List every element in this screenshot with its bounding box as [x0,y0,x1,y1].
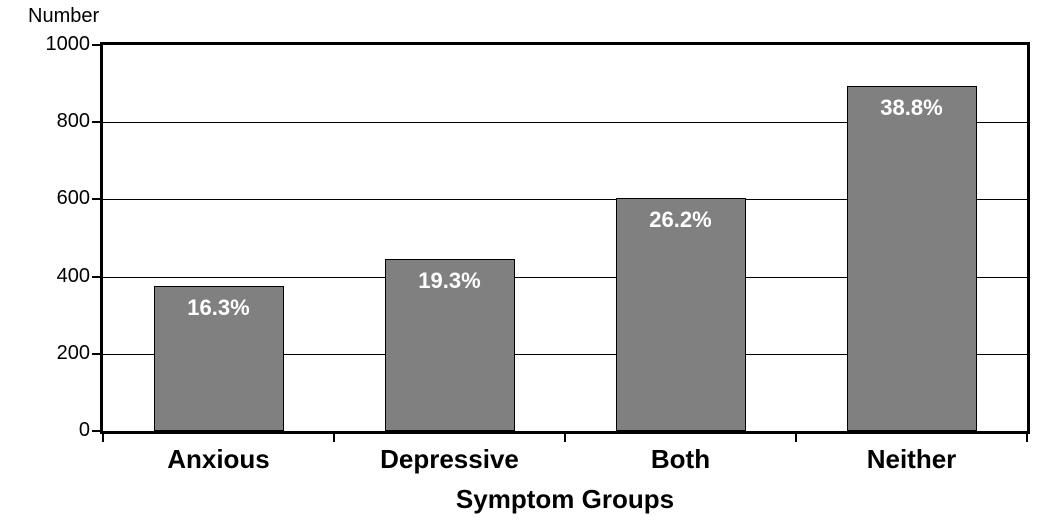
plot-area: 16.3% 19.3% 26.2% 38.8% [100,42,1030,434]
x-tick-mark [1026,434,1028,442]
y-tick-mark [92,44,100,46]
y-tick-mark [92,198,100,200]
y-tick-label: 1000 [35,33,90,56]
bar-value-label: 26.2% [617,207,745,233]
y-tick-label: 600 [35,187,90,210]
x-tick-mark [795,434,797,442]
y-tick-mark [92,121,100,123]
x-category-label: Depressive [334,444,565,475]
y-tick-mark [92,276,100,278]
bar-value-label: 16.3% [155,295,283,321]
bar: 19.3% [385,259,515,431]
y-tick-label: 200 [35,342,90,365]
y-tick-label: 800 [35,110,90,133]
bar-value-label: 19.3% [386,268,514,294]
bar-value-label: 38.8% [848,95,976,121]
y-tick-label: 0 [35,419,90,442]
x-category-label: Both [565,444,796,475]
y-tick-mark [92,430,100,432]
x-tick-mark [564,434,566,442]
y-tick-label: 400 [35,265,90,288]
symptom-groups-chart: Number 16.3% 19.3% 26.2% 38.8% Symptom Grou… [0,0,1050,531]
y-tick-mark [92,353,100,355]
x-tick-mark [102,434,104,442]
bar: 26.2% [616,198,746,431]
x-category-label: Anxious [103,444,334,475]
x-axis-title: Symptom Groups [100,484,1030,515]
bar: 38.8% [847,86,977,431]
x-category-label: Neither [796,444,1027,475]
bar: 16.3% [154,286,284,431]
y-axis-title: Number [28,5,99,28]
x-tick-mark [333,434,335,442]
